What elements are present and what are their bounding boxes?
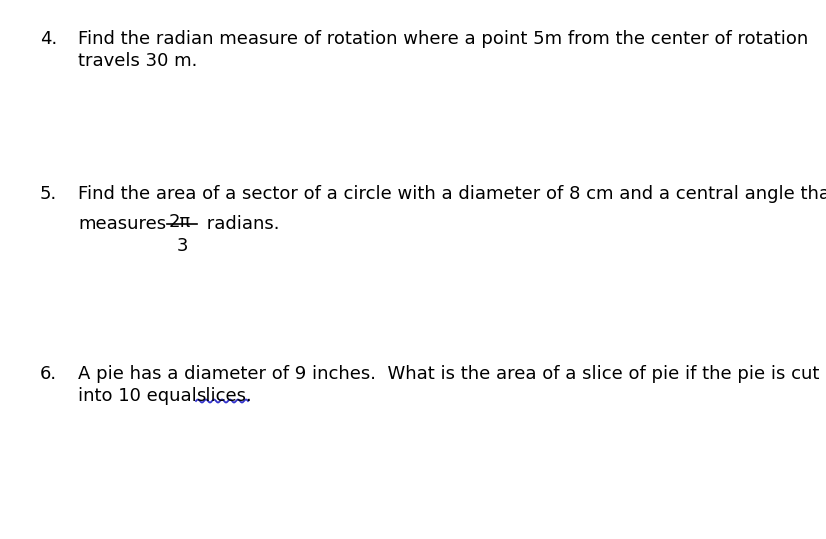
Text: 3: 3 [177,237,188,255]
Text: 5.: 5. [40,185,57,203]
Text: 6.: 6. [40,365,57,383]
Text: A pie has a diameter of 9 inches.  What is the area of a slice of pie if the pie: A pie has a diameter of 9 inches. What i… [78,365,819,383]
Text: Find the area of a sector of a circle with a diameter of 8 cm and a central angl: Find the area of a sector of a circle wi… [78,185,826,203]
Text: into 10 equal: into 10 equal [78,387,202,405]
Text: 4.: 4. [40,30,57,48]
Text: radians.: radians. [201,215,279,233]
Text: 2π: 2π [169,213,192,231]
Text: slices.: slices. [196,387,252,405]
Text: travels 30 m.: travels 30 m. [78,52,197,70]
Text: Find the radian measure of rotation where a point 5m from the center of rotation: Find the radian measure of rotation wher… [78,30,809,48]
Text: measures: measures [78,215,166,233]
